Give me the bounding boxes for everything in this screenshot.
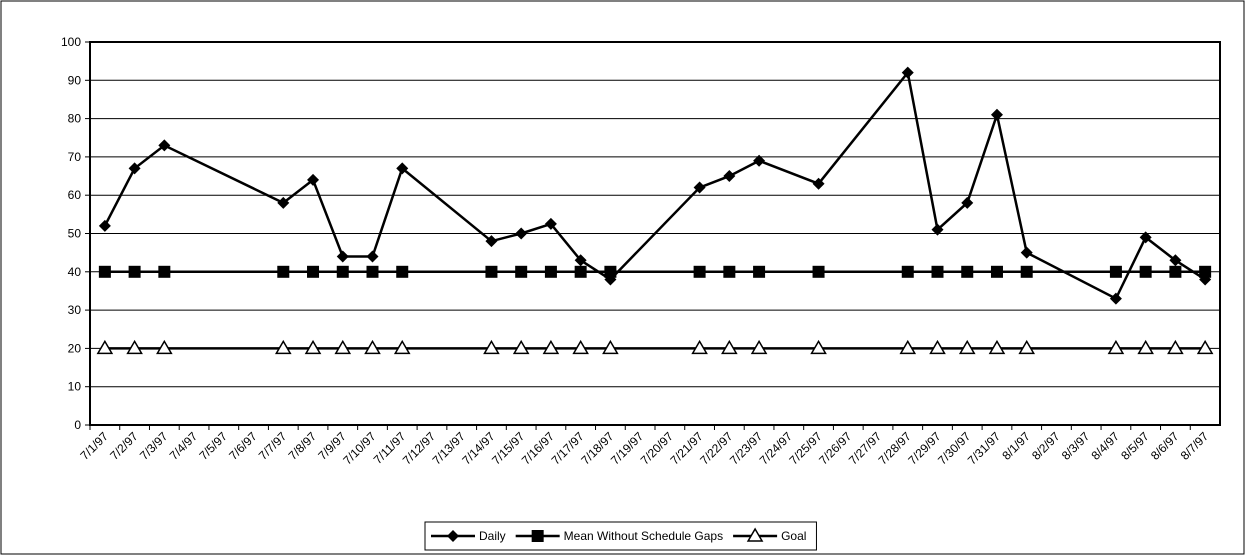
data-point bbox=[485, 265, 498, 278]
data-point bbox=[307, 173, 320, 186]
data-point bbox=[753, 265, 766, 278]
data-point bbox=[1199, 265, 1212, 278]
data-point bbox=[723, 170, 736, 183]
data-point bbox=[1109, 292, 1122, 305]
data-point bbox=[961, 196, 974, 209]
legend-label: Daily bbox=[479, 529, 506, 543]
data-point bbox=[604, 265, 617, 278]
data-point bbox=[128, 162, 141, 175]
data-point bbox=[396, 162, 409, 175]
data-point bbox=[990, 265, 1003, 278]
data-point bbox=[277, 196, 290, 209]
data-point bbox=[98, 219, 111, 232]
data-point bbox=[277, 265, 290, 278]
data-point bbox=[336, 265, 349, 278]
data-point bbox=[158, 265, 171, 278]
data-point bbox=[512, 339, 530, 355]
legend-label: Goal bbox=[781, 529, 806, 543]
data-point bbox=[1018, 339, 1036, 355]
data-point bbox=[1020, 265, 1033, 278]
data-point bbox=[1020, 246, 1033, 259]
data-point bbox=[961, 265, 974, 278]
legend-label: Mean Without Schedule Gaps bbox=[564, 529, 723, 543]
data-point bbox=[336, 250, 349, 263]
data-point bbox=[544, 217, 557, 230]
data-point bbox=[750, 339, 768, 355]
data-point bbox=[98, 265, 111, 278]
data-point bbox=[693, 181, 706, 194]
data-point bbox=[810, 339, 827, 355]
series-line bbox=[103, 69, 1206, 301]
data-point bbox=[929, 339, 946, 355]
data-point bbox=[1139, 265, 1152, 278]
data-point bbox=[721, 339, 738, 355]
data-point bbox=[988, 339, 1006, 355]
y-tick-label: 90 bbox=[68, 73, 82, 87]
data-point bbox=[574, 254, 587, 267]
data-point bbox=[723, 265, 736, 278]
data-point bbox=[958, 339, 976, 355]
data-point bbox=[366, 250, 379, 263]
data-point bbox=[1169, 265, 1182, 278]
data-point bbox=[693, 265, 706, 278]
data-point bbox=[931, 223, 944, 236]
data-point bbox=[899, 339, 917, 355]
data-point bbox=[515, 265, 528, 278]
data-point bbox=[128, 265, 141, 278]
data-point bbox=[396, 265, 409, 278]
data-point bbox=[364, 339, 381, 355]
data-point bbox=[485, 235, 498, 248]
data-point bbox=[366, 265, 379, 278]
legend-marker bbox=[447, 530, 459, 542]
data-point bbox=[515, 227, 528, 240]
y-tick-label: 70 bbox=[68, 150, 82, 164]
y-tick-label: 80 bbox=[68, 112, 82, 126]
data-point bbox=[483, 339, 500, 355]
data-point bbox=[572, 339, 589, 355]
data-point bbox=[393, 339, 411, 355]
data-point bbox=[96, 339, 114, 355]
data-point bbox=[753, 154, 766, 167]
legend-marker bbox=[531, 530, 544, 542]
y-tick-label: 20 bbox=[68, 341, 82, 355]
data-point bbox=[126, 339, 143, 355]
data-point bbox=[812, 265, 825, 278]
y-tick-label: 10 bbox=[68, 380, 82, 394]
data-point bbox=[1169, 254, 1182, 267]
data-point bbox=[1196, 339, 1214, 355]
y-tick-label: 50 bbox=[68, 227, 82, 241]
data-point bbox=[931, 265, 944, 278]
data-point bbox=[602, 339, 619, 355]
legend: Daily Mean Without Schedule Gaps Goal bbox=[424, 521, 817, 551]
y-tick-label: 60 bbox=[68, 188, 82, 202]
y-tick-label: 100 bbox=[61, 35, 81, 49]
data-point bbox=[542, 339, 560, 355]
data-point bbox=[1137, 339, 1154, 355]
data-point bbox=[158, 139, 171, 152]
legend-marker bbox=[746, 527, 764, 542]
data-point bbox=[1139, 231, 1152, 244]
data-point bbox=[901, 66, 914, 79]
y-tick-label: 30 bbox=[68, 303, 82, 317]
data-point bbox=[812, 177, 825, 190]
data-point bbox=[156, 339, 173, 355]
data-point bbox=[1167, 339, 1184, 355]
data-point bbox=[307, 265, 320, 278]
data-point bbox=[304, 339, 322, 355]
data-point bbox=[274, 339, 292, 355]
data-point bbox=[691, 339, 708, 355]
data-point bbox=[1109, 265, 1122, 278]
data-point bbox=[990, 108, 1003, 121]
data-point bbox=[901, 265, 914, 278]
y-tick-label: 40 bbox=[68, 265, 82, 279]
y-tick-label: 0 bbox=[74, 418, 81, 432]
data-point bbox=[1107, 339, 1125, 355]
data-point bbox=[334, 339, 352, 355]
data-point bbox=[544, 265, 557, 278]
data-point bbox=[574, 265, 587, 278]
